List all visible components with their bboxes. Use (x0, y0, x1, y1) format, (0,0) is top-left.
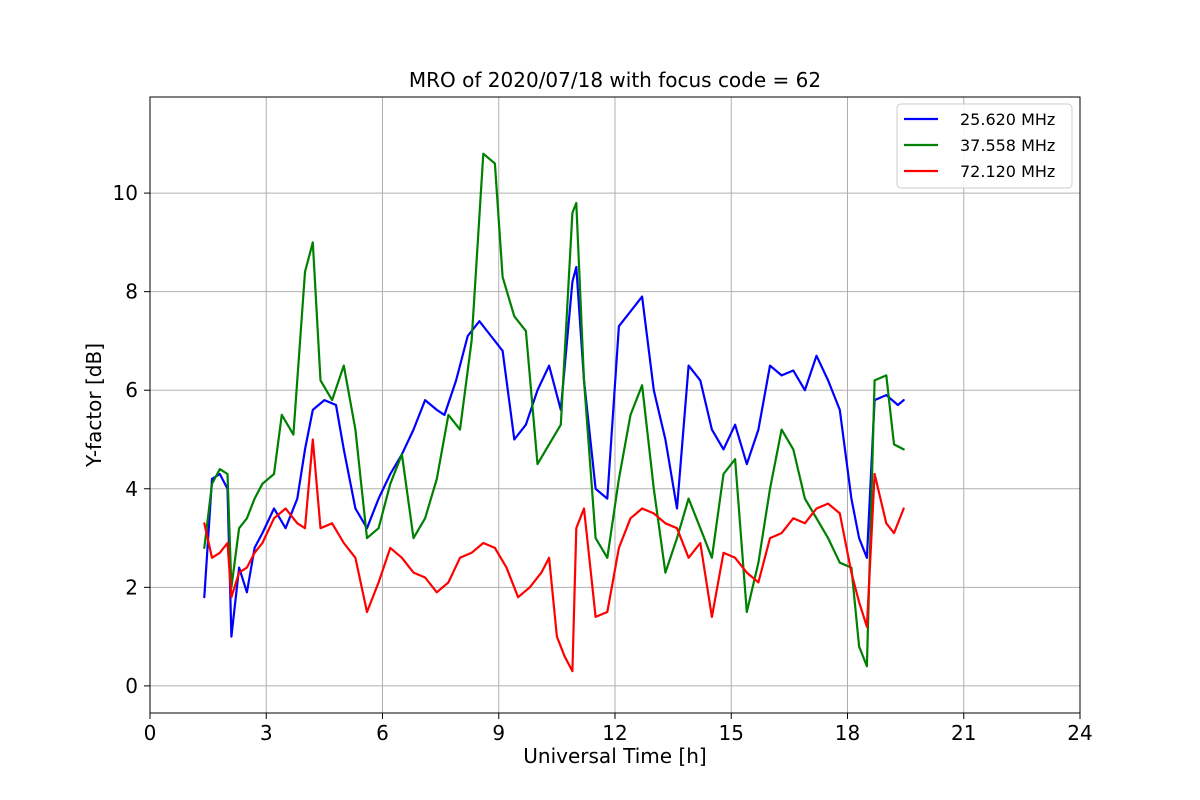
legend: 25.620 MHz 37.558 MHz 72.120 MHz (896, 103, 1073, 189)
x-tick-label: 6 (376, 721, 389, 745)
legend-label-1: 25.620 MHz (960, 110, 1055, 129)
legend-box (896, 103, 1073, 189)
y-tick-label: 10 (113, 181, 138, 205)
chart-title: MRO of 2020/07/18 with focus code = 62 (409, 68, 821, 92)
x-tick-label: 12 (602, 721, 627, 745)
x-tick-label: 21 (951, 721, 976, 745)
x-tick-label: 0 (144, 721, 157, 745)
legend-label-2: 37.558 MHz (960, 136, 1055, 155)
series-group (203, 152, 905, 673)
x-axis-ticks: 0 3 6 9 12 15 18 21 24 (144, 713, 1093, 745)
series-line-2 (203, 152, 905, 668)
y-axis-label: Y-factor [dB] (82, 343, 106, 468)
x-tick-label: 15 (719, 721, 744, 745)
x-tick-label: 3 (260, 721, 273, 745)
x-tick-label: 9 (492, 721, 505, 745)
y-tick-label: 2 (125, 575, 138, 599)
x-tick-label: 24 (1067, 721, 1092, 745)
y-tick-label: 4 (125, 477, 138, 501)
y-tick-label: 6 (125, 378, 138, 402)
legend-label-3: 72.120 MHz (960, 162, 1055, 181)
series-line-3 (203, 438, 905, 673)
x-tick-label: 18 (835, 721, 860, 745)
series-line-1 (203, 265, 905, 638)
y-axis-ticks: 0 2 4 6 8 10 (113, 181, 150, 698)
y-tick-label: 8 (125, 280, 138, 304)
y-tick-label: 0 (125, 674, 138, 698)
x-axis-label: Universal Time [h] (523, 744, 706, 768)
